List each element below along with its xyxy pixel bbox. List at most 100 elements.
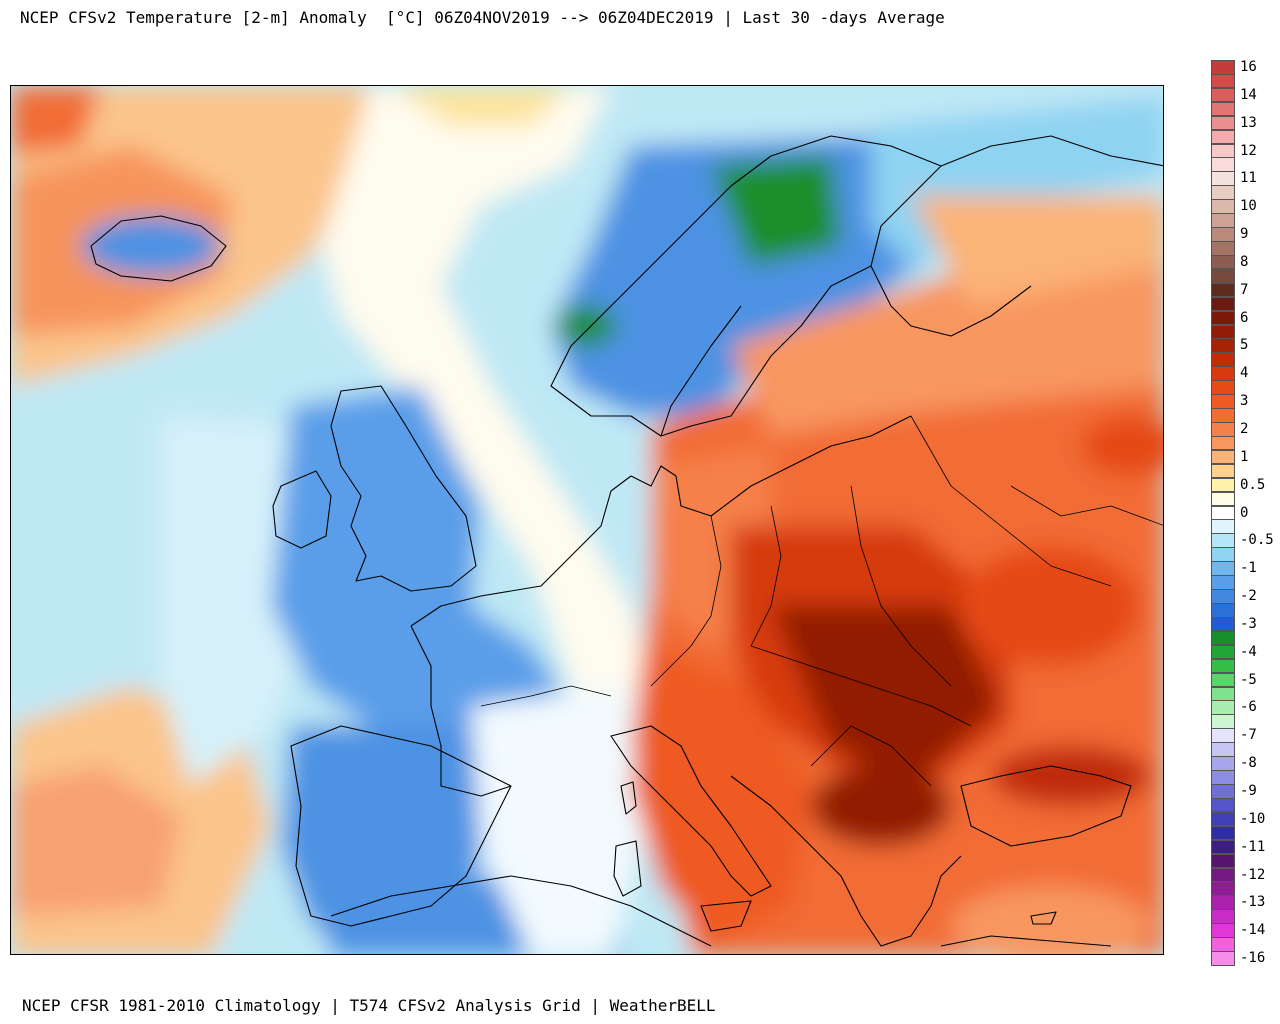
- legend-swatch: [1211, 547, 1235, 562]
- legend-swatch: [1211, 561, 1235, 576]
- legend-label: -11: [1240, 838, 1266, 855]
- legend-swatch: [1211, 770, 1235, 785]
- legend-swatch: [1211, 672, 1235, 688]
- legend-swatch: [1211, 296, 1235, 312]
- legend-swatch: [1211, 268, 1235, 284]
- legend-swatch: [1211, 143, 1235, 159]
- legend-label: 13: [1240, 114, 1257, 131]
- legend-label: -9: [1240, 782, 1257, 799]
- legend-swatch: [1211, 380, 1235, 395]
- legend-label: -14: [1240, 922, 1266, 939]
- legend-label: -12: [1240, 866, 1266, 883]
- legend-label: 12: [1240, 142, 1257, 159]
- legend-label: 6: [1240, 309, 1249, 326]
- legend-label: 10: [1240, 198, 1257, 215]
- legend-label: -4: [1240, 643, 1257, 660]
- legend-swatch: [1211, 227, 1235, 242]
- legend-swatch: [1211, 338, 1235, 353]
- legend-label: 7: [1240, 281, 1249, 298]
- legend-swatch: [1211, 422, 1235, 437]
- legend-swatch: [1211, 199, 1235, 214]
- legend-label: 2: [1240, 420, 1249, 437]
- legend-swatch: [1211, 435, 1235, 451]
- legend-swatch: [1211, 589, 1235, 604]
- legend-swatch: [1211, 923, 1235, 938]
- legend-swatch: [1211, 853, 1235, 869]
- legend-swatch: [1211, 756, 1235, 771]
- map-canvas: [11, 86, 1163, 954]
- legend-swatch: [1211, 644, 1235, 660]
- legend-label: -1: [1240, 560, 1257, 577]
- legend-label: 1: [1240, 448, 1249, 465]
- legend-swatch: [1211, 867, 1235, 883]
- legend-swatch: [1211, 728, 1235, 743]
- legend-label: 4: [1240, 365, 1249, 382]
- legend-swatch: [1211, 951, 1235, 966]
- legend-label: -10: [1240, 810, 1266, 827]
- chart-title: NCEP CFSv2 Temperature [2-m] Anomaly [°C…: [20, 8, 945, 27]
- legend-swatch: [1211, 616, 1235, 632]
- legend-label: -0.5: [1240, 532, 1274, 549]
- legend-label: -2: [1240, 588, 1257, 605]
- legend-swatch: [1211, 895, 1235, 910]
- legend-label: 11: [1240, 170, 1257, 187]
- legend-swatch: [1211, 394, 1235, 409]
- legend-swatch: [1211, 324, 1235, 340]
- legend-swatch: [1211, 129, 1235, 145]
- legend-swatch: [1211, 797, 1235, 813]
- legend-label: 0.5: [1240, 476, 1266, 493]
- legend-swatch: [1211, 519, 1235, 534]
- legend-swatch: [1211, 937, 1235, 952]
- legend-swatch: [1211, 171, 1235, 186]
- legend-swatch: [1211, 352, 1235, 367]
- legend-swatch: [1211, 811, 1235, 827]
- legend-swatch: [1211, 909, 1235, 924]
- footer-credits: NCEP CFSR 1981-2010 Climatology | T574 C…: [22, 996, 716, 1015]
- legend-label: 16: [1240, 58, 1257, 75]
- legend-swatch: [1211, 686, 1235, 702]
- legend-label: -7: [1240, 727, 1257, 744]
- legend-label: 3: [1240, 393, 1249, 410]
- legend-swatch: [1211, 408, 1235, 423]
- legend-swatch: [1211, 463, 1235, 479]
- legend-swatch: [1211, 505, 1235, 521]
- legend-label: 5: [1240, 337, 1249, 354]
- legend-swatch: [1211, 213, 1235, 228]
- legend-swatch: [1211, 784, 1235, 799]
- legend-swatch: [1211, 658, 1235, 674]
- legend-swatch: [1211, 714, 1235, 729]
- legend-swatch: [1211, 115, 1235, 131]
- legend-swatch: [1211, 881, 1235, 896]
- legend-swatch: [1211, 73, 1235, 89]
- legend-label: 0: [1240, 504, 1249, 521]
- legend-swatch: [1211, 282, 1235, 298]
- legend-label: -5: [1240, 671, 1257, 688]
- legend-swatch: [1211, 603, 1235, 618]
- legend-swatch: [1211, 241, 1235, 256]
- legend-swatch: [1211, 825, 1235, 841]
- legend-label: -13: [1240, 894, 1266, 911]
- legend-label: -8: [1240, 755, 1257, 772]
- legend-label: 14: [1240, 86, 1257, 103]
- legend-swatch: [1211, 449, 1235, 465]
- legend-swatch: [1211, 533, 1235, 548]
- legend-swatch: [1211, 575, 1235, 590]
- anomaly-map: [10, 85, 1164, 955]
- legend-swatch: [1211, 366, 1235, 381]
- legend-label: 9: [1240, 226, 1249, 243]
- anomaly-field: [11, 86, 1163, 954]
- legend-swatch: [1211, 310, 1235, 326]
- legend-swatch: [1211, 60, 1235, 75]
- legend-swatch: [1211, 700, 1235, 715]
- coastlines: [90, 135, 1163, 947]
- legend-label: -6: [1240, 699, 1257, 716]
- legend-swatch: [1211, 185, 1235, 200]
- legend-swatch: [1211, 101, 1235, 117]
- legend-swatch: [1211, 491, 1235, 507]
- legend-swatch: [1211, 839, 1235, 855]
- legend-swatch: [1211, 742, 1235, 757]
- legend-label: -3: [1240, 615, 1257, 632]
- legend-swatch: [1211, 87, 1235, 103]
- color-legend: 16 14 13 12 11 10 9 8 7 6 5 4 3 2 1 0.5 0 -0.5 -1 -2 -3 -4 -5 -…: [1211, 58, 1280, 966]
- legend-swatch: [1211, 477, 1235, 493]
